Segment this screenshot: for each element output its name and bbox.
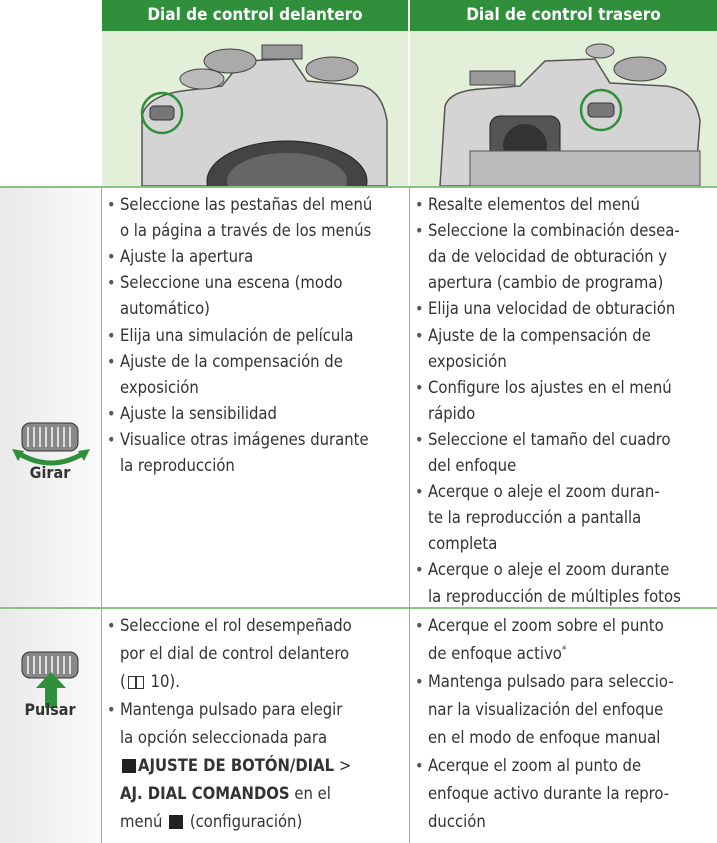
bullet: •: [107, 325, 116, 345]
bullet-line: exposición: [120, 377, 199, 397]
text: en el: [289, 784, 331, 803]
bullet: •: [415, 429, 424, 449]
bullet-line: Acerque o aleje el zoom durante: [428, 560, 670, 580]
bullet-line: Visualice otras imágenes durante: [120, 429, 369, 449]
text: *: [561, 644, 567, 656]
divider: [0, 607, 717, 609]
bullet: •: [415, 325, 424, 345]
text: >: [334, 756, 352, 775]
bullet: •: [107, 247, 116, 267]
bullet-line: la opción seleccionada para: [120, 728, 328, 747]
bullet-line: Ajuste la sensibilidad: [120, 403, 277, 423]
bullet-line: Ajuste de la compensación de: [120, 351, 343, 371]
bullet-line: Elija una simulación de película: [120, 325, 354, 345]
bullet-line: Ajuste de la compensación de: [428, 325, 651, 345]
bullet-line: Ajuste la apertura: [120, 247, 254, 267]
image-cell: [410, 31, 717, 187]
bullet-line: Seleccione las pestañas del menú: [120, 195, 373, 214]
bullet-line: AJUSTE DE BOTÓN/DIAL >: [120, 756, 351, 775]
bullet: •: [415, 756, 424, 775]
bullet: •: [415, 482, 424, 502]
bullet: •: [415, 377, 424, 397]
bullet-line: la reproducción de múltiples fotos: [428, 586, 681, 606]
bullet-line: apertura (cambio de programa): [428, 273, 664, 293]
bullet: •: [107, 351, 116, 371]
bullet-line: menú (configuración): [120, 812, 302, 831]
bullet-line: exposición: [428, 351, 507, 371]
row-label: Pulsar: [24, 700, 76, 719]
bullet-line: de enfoque activo*: [428, 644, 566, 663]
bullet-line: en el modo de enfoque manual: [428, 728, 661, 747]
rotate-icon: [12, 422, 90, 466]
bullet: •: [415, 299, 424, 319]
bullet-line: te la reproducción a pantalla: [428, 508, 642, 528]
bullet-line: Seleccione el rol desempeñado: [120, 616, 352, 635]
bullet-line: Seleccione la combinación desea-: [428, 221, 680, 241]
bullet-line: o la página a través de los menús: [120, 221, 372, 241]
row-label-cell: [0, 608, 100, 843]
bullet: •: [415, 616, 424, 635]
column-header: Dial de control trasero: [410, 0, 717, 31]
divider: [0, 186, 717, 188]
bullet: •: [107, 700, 116, 719]
bullet-line: Mantenga pulsado para seleccio-: [428, 672, 674, 691]
bullet: •: [415, 221, 424, 241]
bold-text: AJ. DIAL COMANDOS: [120, 784, 290, 803]
bullet-line: Configure los ajustes en el menú: [428, 377, 672, 397]
bullet-line: del enfoque: [428, 456, 517, 475]
bold-text: AJUSTE DE BOTÓN/DIAL: [138, 756, 335, 775]
setup-icon: [169, 815, 184, 829]
bullet-line: Seleccione una escena (modo: [120, 273, 343, 293]
bullet-line: Acerque o aleje el zoom duran-: [428, 482, 660, 502]
front-dial-illustration: [140, 44, 388, 222]
bullet-line: completa: [428, 534, 498, 554]
bullet-line: nar la visualización del enfoque: [428, 700, 664, 719]
divider: [100, 187, 102, 843]
bullet-line: Acerque el zoom sobre el punto: [428, 616, 664, 635]
bullet-line: Acerque el zoom al punto de: [428, 756, 642, 775]
bullet-line: rápido: [428, 403, 476, 423]
bullet: •: [107, 273, 116, 293]
bullet-line: ducción: [428, 812, 486, 831]
bullet: •: [107, 195, 116, 214]
text: 10).: [145, 672, 180, 691]
bullet: •: [107, 403, 116, 423]
bullet: •: [415, 672, 424, 691]
rear-dial-illustration: [439, 43, 701, 187]
bullet: •: [107, 429, 116, 449]
column-header: Dial de control delantero: [102, 0, 408, 31]
bullet-line: por el dial de control delantero: [120, 644, 350, 663]
bullet-line: Mantenga pulsado para elegir: [120, 700, 343, 719]
bullet-line: la reproducción: [120, 456, 235, 475]
row-label: Girar: [29, 463, 71, 482]
bullet-line: ( 10).: [120, 672, 180, 691]
bullet-line: Elija una velocidad de obturación: [428, 299, 676, 319]
setup-icon: [122, 759, 136, 773]
bullet: •: [415, 560, 424, 580]
text: menú: [120, 812, 168, 831]
bullet: •: [107, 616, 116, 635]
divider: [408, 187, 410, 843]
bullet-line: Resalte elementos del menú: [428, 195, 640, 214]
bullet-line: da de velocidad de obturación y: [428, 247, 668, 267]
bullet: •: [415, 195, 424, 214]
text: (: [120, 672, 126, 691]
bullet-line: automático): [120, 299, 210, 319]
text: (configuración): [185, 812, 303, 831]
press-icon: [21, 651, 79, 708]
image-cell: [102, 31, 408, 222]
book-icon: [127, 676, 144, 689]
bullet-line: Seleccione el tamaño del cuadro: [428, 429, 671, 449]
text: de enfoque activo: [428, 644, 562, 663]
bullet-line: enfoque activo durante la repro-: [428, 784, 670, 803]
row-label-cell: [0, 187, 100, 607]
bullet-line: AJ. DIAL COMANDOS en el: [120, 784, 331, 803]
